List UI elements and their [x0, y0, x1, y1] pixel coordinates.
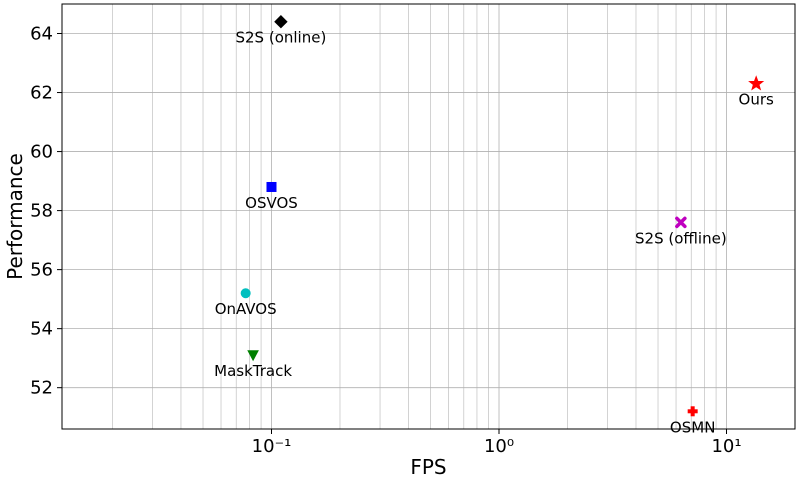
tick-labels: 52 54 56 58 60 62 64 10⁻¹ 10⁰ 10¹ [30, 24, 741, 457]
point-marker-circle [240, 288, 251, 299]
point-marker-star [748, 75, 765, 91]
point-label: OSVOS [245, 194, 298, 212]
y-tick-label: 56 [30, 260, 53, 281]
x-tick-label: 10⁰ [484, 436, 514, 457]
point-label: Ours [739, 91, 774, 109]
y-tick-label: 52 [30, 378, 53, 399]
y-tick-label: 62 [30, 83, 53, 104]
point-marker-triangle-down [247, 350, 259, 362]
point-label: S2S (offline) [635, 229, 727, 247]
point-marker-square [266, 181, 277, 192]
y-tick-label: 64 [30, 24, 53, 45]
x-tick-label: 10¹ [711, 436, 741, 457]
y-tick-label: 54 [30, 319, 53, 340]
point-label: OSMN [670, 418, 716, 436]
point-label: S2S (online) [235, 29, 326, 47]
point-marker-plus-filled [687, 406, 698, 417]
x-tick-label: 10⁻¹ [252, 436, 292, 457]
plot-frame [61, 3, 796, 430]
y-tick-label: 58 [30, 201, 53, 222]
point-marker-x-filled [675, 216, 687, 229]
y-tick-label: 60 [30, 142, 53, 163]
point-marker-diamond [274, 15, 288, 29]
y-axis-label: Performance [3, 153, 27, 280]
point-label: OnAVOS [215, 300, 277, 318]
grid-lines [62, 4, 796, 429]
point-label: MaskTrack [214, 362, 292, 380]
x-axis-label: FPS [410, 455, 446, 479]
data-points: S2S (online) Ours OSVOS S2S (offline) OnAVOS… [214, 15, 774, 436]
